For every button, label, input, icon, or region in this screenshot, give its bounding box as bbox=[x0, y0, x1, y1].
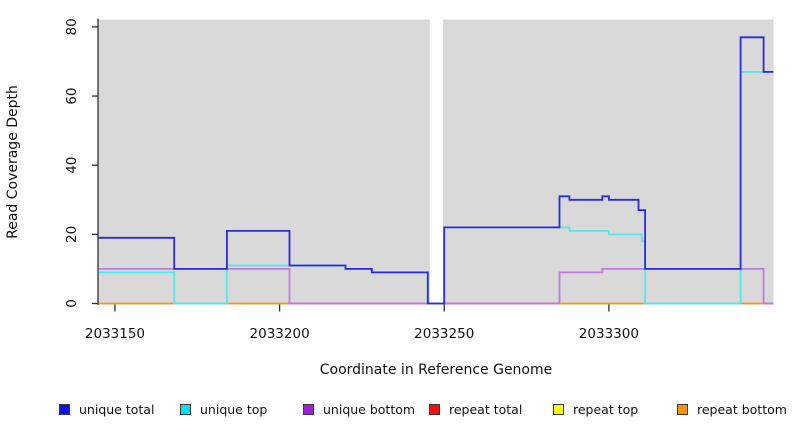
y-tick-label: 80 bbox=[64, 18, 80, 35]
legend-item-unique-total: unique total bbox=[59, 398, 154, 420]
x-tick-label: 2033200 bbox=[250, 326, 310, 342]
coverage-gap-band bbox=[429, 19, 443, 305]
legend-item-unique-bottom: unique bottom bbox=[303, 398, 415, 420]
legend-item-repeat-top: repeat top bbox=[553, 398, 638, 420]
legend-swatch-repeat-top bbox=[553, 403, 564, 415]
x-tick-label: 2033300 bbox=[579, 326, 639, 342]
y-tick-label: 0 bbox=[64, 299, 80, 308]
legend-swatch-repeat-total bbox=[429, 403, 440, 415]
legend-label-repeat-total: repeat total bbox=[449, 401, 523, 417]
x-tick-label: 2033250 bbox=[414, 326, 474, 342]
legend: unique total unique top unique bottom repea… bbox=[0, 398, 792, 424]
x-axis-label: Coordinate in Reference Genome bbox=[320, 362, 553, 378]
legend-item-repeat-bottom: repeat bottom bbox=[677, 398, 787, 420]
y-tick-label: 40 bbox=[64, 157, 80, 174]
legend-label-unique-bottom: unique bottom bbox=[323, 401, 416, 417]
y-tick-label: 60 bbox=[64, 87, 80, 104]
legend-swatch-unique-total bbox=[59, 403, 70, 415]
x-tick-label: 2033150 bbox=[85, 326, 145, 342]
coverage-plot: 0 20 40 60 80 2033150 2033200 2033250 2033300 Co… bbox=[5, 18, 774, 378]
y-axis-label: Read Coverage Depth bbox=[5, 85, 21, 239]
series-line-unique-total bbox=[98, 36, 774, 305]
legend-swatch-unique-bottom bbox=[303, 403, 314, 415]
legend-item-unique-top: unique top bbox=[180, 398, 267, 420]
series-line-unique-bottom bbox=[98, 267, 774, 305]
legend-label-unique-top: unique top bbox=[200, 401, 268, 417]
legend-item-repeat-total: repeat total bbox=[429, 398, 522, 420]
legend-label-repeat-top: repeat top bbox=[573, 401, 639, 417]
y-tick-label: 20 bbox=[64, 226, 80, 243]
legend-label-repeat-bottom: repeat bottom bbox=[697, 401, 787, 417]
legend-swatch-repeat-bottom bbox=[677, 403, 688, 415]
legend-swatch-unique-top bbox=[180, 403, 191, 415]
legend-label-unique-total: unique total bbox=[79, 401, 155, 417]
